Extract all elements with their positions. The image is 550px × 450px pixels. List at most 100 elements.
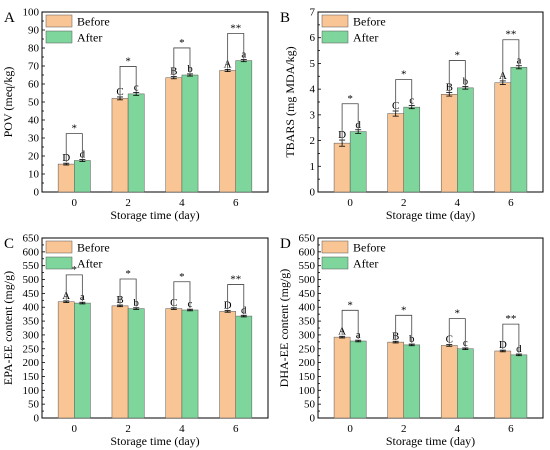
bar-before xyxy=(111,98,129,193)
significance-bracket xyxy=(119,66,137,97)
bar-after xyxy=(127,308,145,419)
significance-bracket xyxy=(395,79,413,112)
significance-bracket xyxy=(395,314,413,343)
y-tick-label: 200 xyxy=(299,357,316,369)
legend-swatch-before xyxy=(321,240,349,254)
y-tick-label: 600 xyxy=(23,246,40,258)
y-tick-label: 30 xyxy=(28,133,40,145)
bar-after xyxy=(127,93,145,193)
chart-panel-a: A 0 10 20 30 40 50 60 70 80 90 100 POV (meq/kg) 0 2 4 6 S… xyxy=(1,7,269,222)
y-tick-label: 400 xyxy=(299,302,316,314)
y-tick-label: 100 xyxy=(23,7,40,19)
panel-label: D xyxy=(280,236,291,252)
significance-marker: * xyxy=(347,299,353,311)
y-tick-label: 550 xyxy=(299,260,316,272)
legend-label: After xyxy=(77,31,102,45)
significance-bracket xyxy=(502,323,520,353)
significance-marker: * xyxy=(401,304,407,316)
significance-marker: * xyxy=(125,268,131,280)
y-tick-label: 400 xyxy=(23,302,40,314)
significance-marker: * xyxy=(179,37,185,49)
y-tick-label: 250 xyxy=(299,343,316,355)
significance-bracket xyxy=(173,47,191,76)
bar-after xyxy=(510,67,528,193)
significance-marker: * xyxy=(455,50,461,62)
bar-before xyxy=(165,77,183,193)
significance-bracket xyxy=(448,318,466,347)
bar-after xyxy=(349,131,367,193)
significance-marker: * xyxy=(72,123,78,135)
significance-marker: ** xyxy=(505,29,516,41)
significance-marker: * xyxy=(401,69,407,81)
y-tick-label: 3 xyxy=(310,109,316,121)
x-tick-label: 0 xyxy=(72,423,78,435)
significance-bracket xyxy=(119,278,137,307)
bar-after xyxy=(457,348,474,419)
bar-before xyxy=(219,311,236,419)
y-tick-label: 70 xyxy=(28,61,40,73)
y-tick-label: 150 xyxy=(23,371,40,383)
y-tick-label: 0 xyxy=(34,413,40,425)
y-tick-label: 100 xyxy=(299,385,316,397)
significance-bracket xyxy=(65,133,83,163)
bar-after xyxy=(181,309,199,419)
y-tick-label: 0 xyxy=(310,413,316,425)
significance-bracket xyxy=(502,39,520,81)
significance-marker: ** xyxy=(230,274,241,286)
bar-before xyxy=(440,345,458,419)
y-tick-label: 0 xyxy=(310,187,316,199)
y-tick-label: 20 xyxy=(28,151,40,163)
significance-marker: * xyxy=(455,308,461,320)
x-axis-label: Storage time (day) xyxy=(110,434,199,448)
y-tick-label: 5 xyxy=(310,58,316,70)
y-axis-label: EPA-EE content (mg/g) xyxy=(1,271,15,385)
significance-bracket xyxy=(341,309,359,340)
panel-label: B xyxy=(280,10,290,26)
significance-bracket xyxy=(448,60,466,93)
y-tick-label: 50 xyxy=(28,97,40,109)
legend-swatch-before xyxy=(45,14,73,28)
bar-before xyxy=(494,350,512,419)
y-tick-label: 150 xyxy=(299,371,316,383)
y-tick-label: 0 xyxy=(34,187,40,199)
y-tick-label: 1 xyxy=(310,161,316,173)
x-tick-label: 4 xyxy=(455,423,461,435)
x-axis-label: Storage time (day) xyxy=(386,208,475,222)
significance-marker: * xyxy=(125,55,131,67)
x-tick-label: 6 xyxy=(508,197,514,209)
significance-bracket xyxy=(173,281,191,308)
bar-before xyxy=(219,70,236,193)
bar-after xyxy=(181,74,199,193)
bar-after xyxy=(349,340,367,419)
y-tick-label: 300 xyxy=(299,329,316,341)
significance-bracket xyxy=(65,274,83,302)
bar-after xyxy=(403,344,421,419)
legend-swatch-before xyxy=(45,240,73,254)
significance-bracket xyxy=(227,33,245,69)
legend-swatch-after xyxy=(321,256,349,270)
y-tick-label: 6 xyxy=(310,32,316,44)
y-tick-label: 100 xyxy=(23,385,40,397)
y-tick-label: 50 xyxy=(304,399,316,411)
y-tick-label: 450 xyxy=(23,288,40,300)
x-axis-label: Storage time (day) xyxy=(110,208,199,222)
significance-marker: * xyxy=(179,271,185,283)
y-tick-label: 650 xyxy=(299,233,316,245)
bar-before xyxy=(57,163,75,193)
y-tick-label: 4 xyxy=(310,84,316,96)
panel-label: C xyxy=(4,236,14,252)
chart-panel-b: B 0 1 2 3 4 5 6 7 TBARS (mg MDA/kg) 0 2 4 6 Storage ti… xyxy=(280,7,544,222)
y-tick-label: 50 xyxy=(28,399,40,411)
y-tick-label: 40 xyxy=(28,115,40,127)
bar-before xyxy=(333,336,351,419)
y-tick-label: 80 xyxy=(28,43,40,55)
legend-swatch-after xyxy=(45,256,73,270)
significance-marker: * xyxy=(347,93,353,105)
legend-label: Before xyxy=(77,241,110,255)
bar-before xyxy=(333,142,351,193)
x-tick-label: 6 xyxy=(233,197,239,209)
bar-after xyxy=(74,302,91,419)
